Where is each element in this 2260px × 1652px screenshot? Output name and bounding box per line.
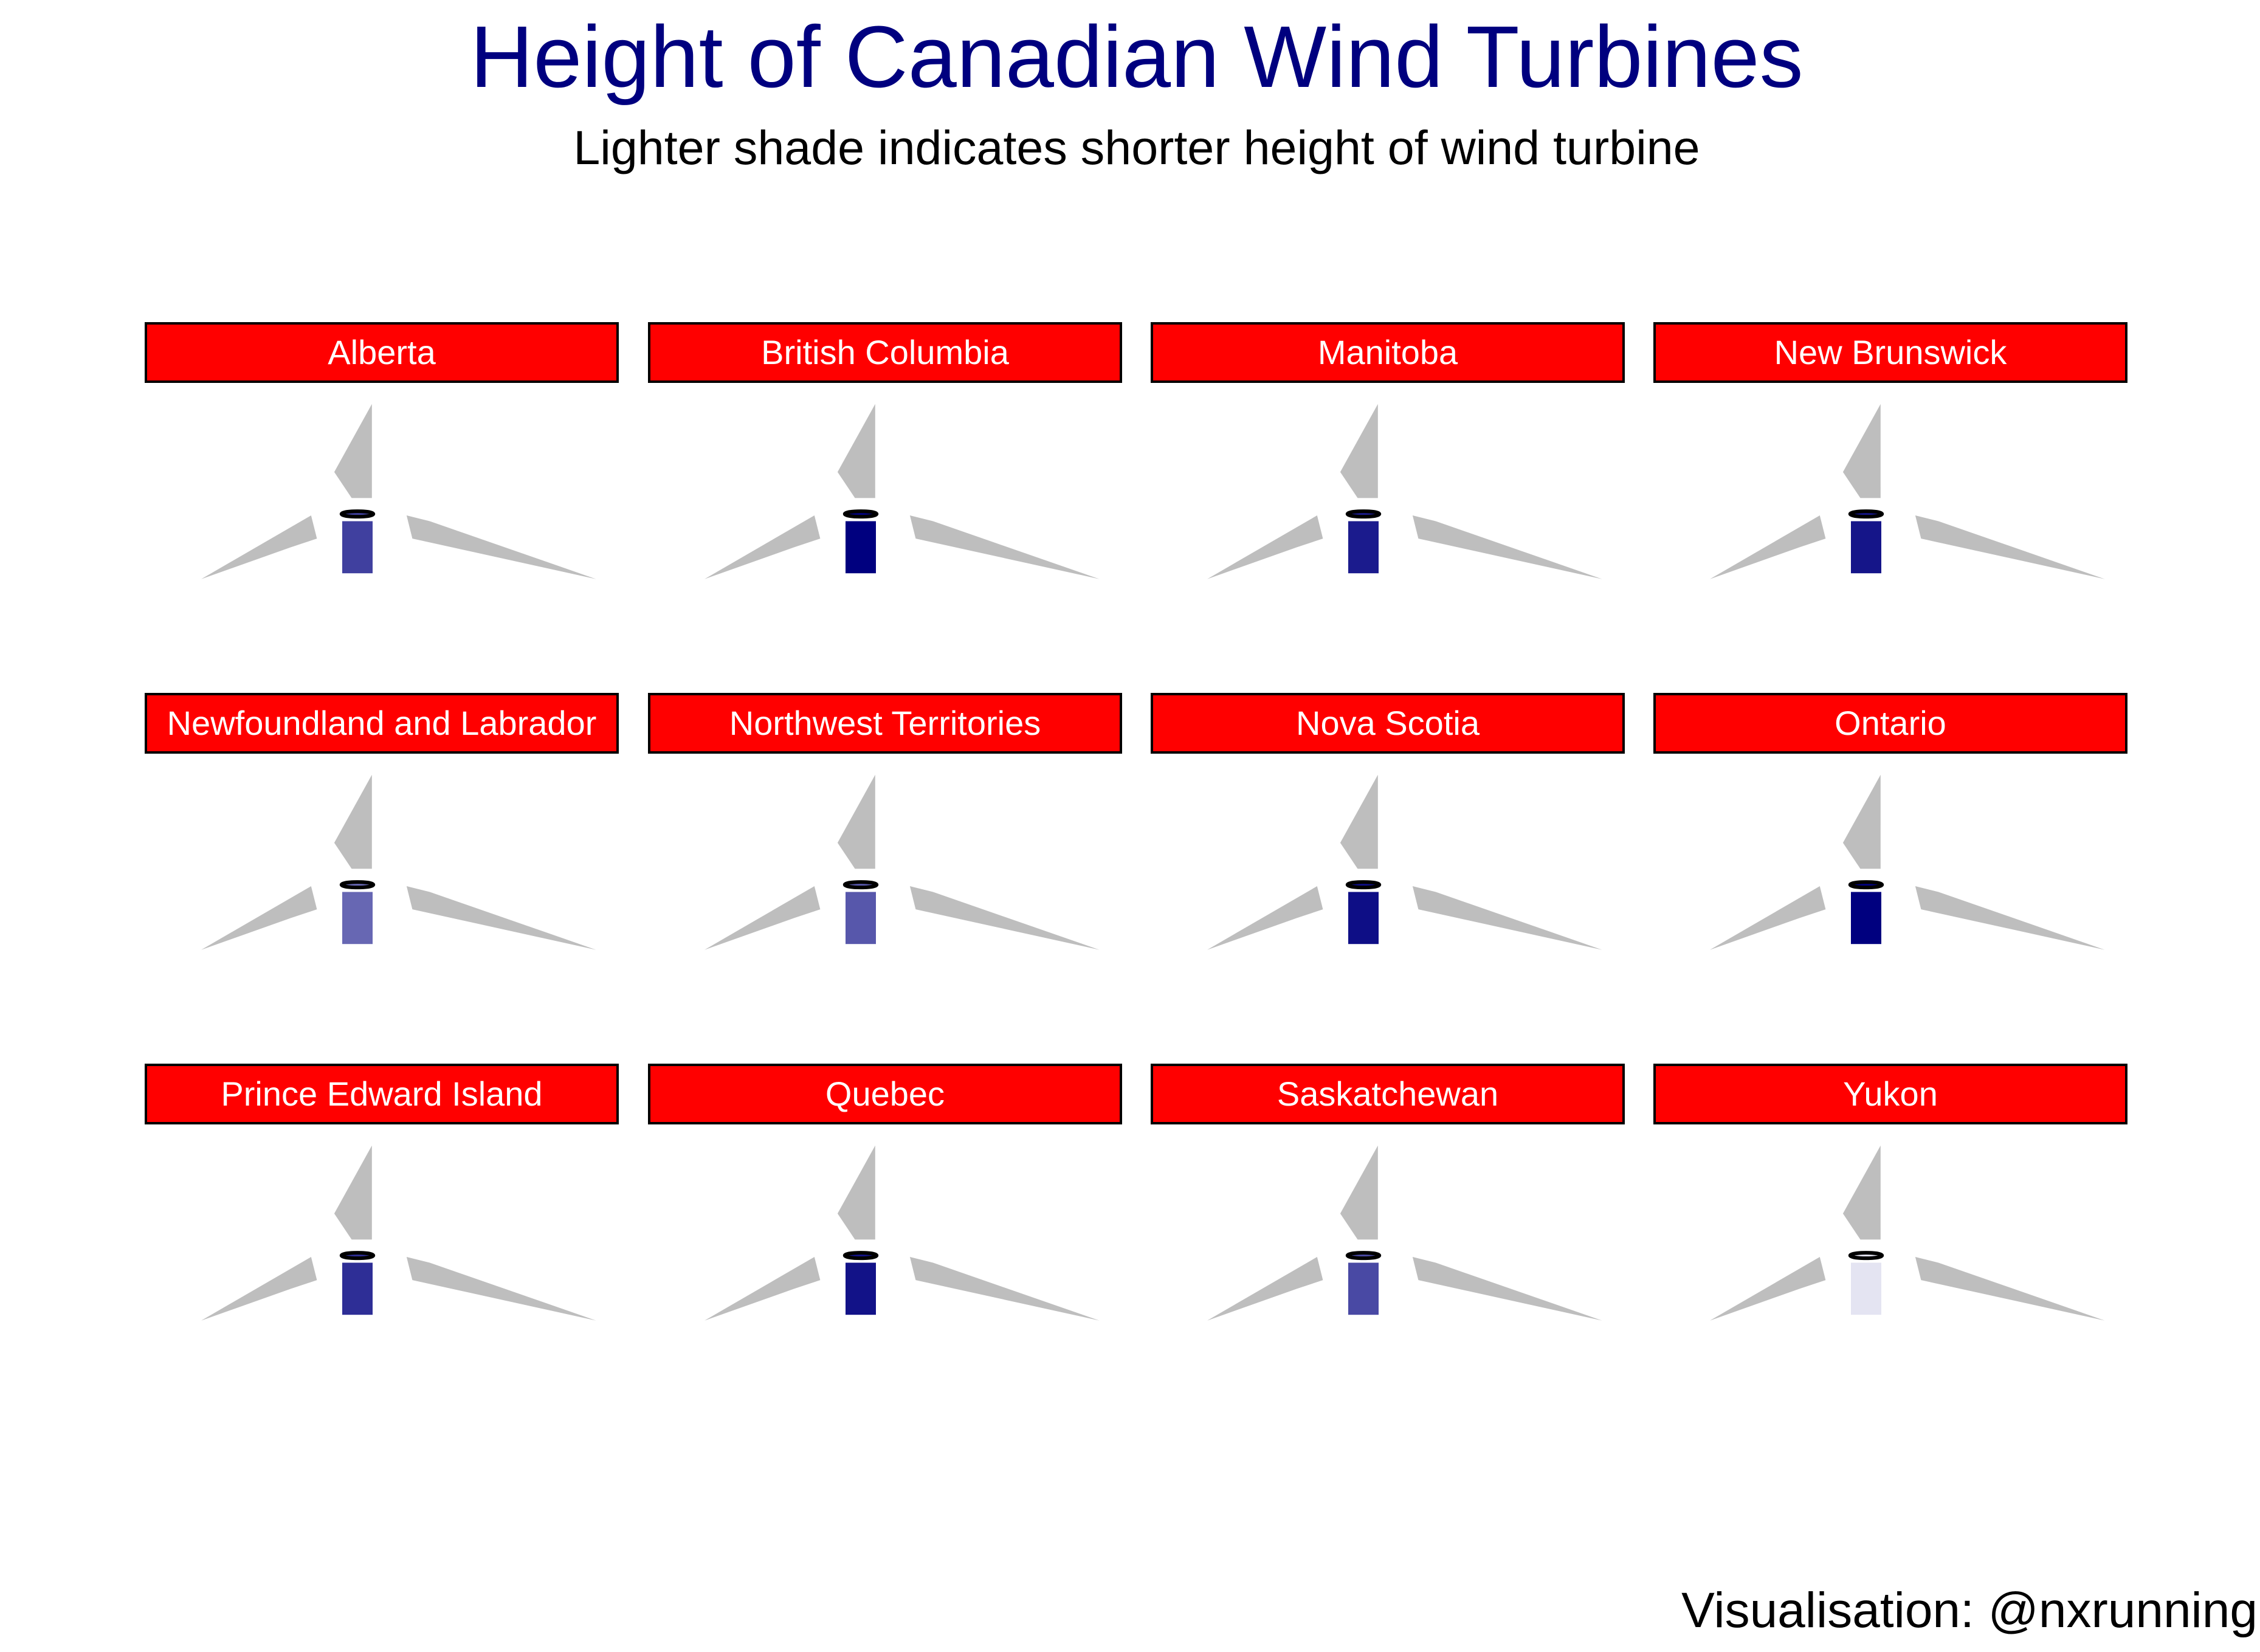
- blade-right: [1915, 1257, 2105, 1321]
- blade-right: [1412, 1257, 1602, 1321]
- blade-right: [909, 1257, 1100, 1321]
- turbine-hub: [1848, 880, 1884, 890]
- chart-subtitle: Lighter shade indicates shorter height o…: [573, 120, 1700, 174]
- chart-caption: Visualisation: @nxrunning: [1681, 1583, 2258, 1638]
- blade-right: [1915, 515, 2105, 579]
- facet-strip: British Columbia: [648, 322, 1122, 383]
- wind-turbine: [201, 1145, 596, 1321]
- blade-left: [1207, 1257, 1323, 1321]
- wind-turbine: [1710, 1145, 2105, 1321]
- turbine-hub: [339, 509, 376, 519]
- blade-top: [837, 774, 875, 869]
- turbine-tower: [846, 892, 876, 945]
- chart-title: Height of Canadian Wind Turbines: [470, 8, 1804, 106]
- facet-strip: Ontario: [1653, 693, 2127, 754]
- blade-right: [406, 515, 596, 579]
- blade-right: [1412, 515, 1602, 579]
- blade-right: [909, 515, 1100, 579]
- blade-left: [201, 1257, 317, 1321]
- turbine-hub: [842, 880, 879, 890]
- blade-right: [1915, 886, 2105, 950]
- wind-turbine: [705, 404, 1100, 579]
- turbine-hub: [1848, 509, 1884, 519]
- facet-strip: Manitoba: [1151, 322, 1625, 383]
- wind-turbine: [1207, 404, 1602, 579]
- blade-left: [705, 1257, 821, 1321]
- facet-strip: Newfoundland and Labrador: [145, 693, 619, 754]
- blade-left: [1710, 1257, 1826, 1321]
- facet-strip: Prince Edward Island: [145, 1064, 619, 1124]
- wind-turbine: [1207, 774, 1602, 950]
- blade-left: [1207, 886, 1323, 950]
- facet-strip: Quebec: [648, 1064, 1122, 1124]
- turbine-tower: [342, 892, 373, 945]
- blade-top: [1340, 1145, 1378, 1240]
- blade-top: [837, 1145, 875, 1240]
- blade-top: [1340, 404, 1378, 498]
- blade-left: [1207, 515, 1323, 579]
- turbine-tower: [1851, 1262, 1881, 1315]
- turbine-tower: [1348, 521, 1379, 574]
- facet-strip: New Brunswick: [1653, 322, 2127, 383]
- blade-right: [406, 1257, 596, 1321]
- wind-turbine: [705, 774, 1100, 950]
- blade-top: [334, 1145, 372, 1240]
- facet-strip: Northwest Territories: [648, 693, 1122, 754]
- turbine-hub: [1848, 1251, 1884, 1261]
- blade-top: [1340, 774, 1378, 869]
- wind-turbine: [1710, 774, 2105, 950]
- blade-left: [705, 515, 821, 579]
- turbine-hub: [339, 1251, 376, 1261]
- blade-top: [1842, 404, 1881, 498]
- turbine-tower: [1348, 892, 1379, 945]
- turbine-tower: [846, 521, 876, 574]
- wind-turbine: [201, 404, 596, 579]
- facet-strip: Saskatchewan: [1151, 1064, 1625, 1124]
- turbine-tower: [342, 1262, 373, 1315]
- turbine-tower: [1851, 892, 1881, 945]
- blade-top: [334, 404, 372, 498]
- turbine-tower: [846, 1262, 876, 1315]
- blade-top: [1842, 774, 1881, 869]
- blade-left: [705, 886, 821, 950]
- turbine-tower: [342, 521, 373, 574]
- blade-top: [334, 774, 372, 869]
- turbine-hub: [1345, 880, 1382, 890]
- blade-top: [1842, 1145, 1881, 1240]
- blade-left: [1710, 515, 1826, 579]
- blade-left: [201, 886, 317, 950]
- turbine-hub: [1345, 1251, 1382, 1261]
- blade-right: [1412, 886, 1602, 950]
- blade-right: [909, 886, 1100, 950]
- wind-turbine: [201, 774, 596, 950]
- wind-turbine: [1207, 1145, 1602, 1321]
- wind-turbine: [1710, 404, 2105, 579]
- turbine-hub: [842, 509, 879, 519]
- turbine-hub: [339, 880, 376, 890]
- wind-turbine: [705, 1145, 1100, 1321]
- facet-strip: Alberta: [145, 322, 619, 383]
- blade-top: [837, 404, 875, 498]
- blade-left: [201, 515, 317, 579]
- facet-strip: Nova Scotia: [1151, 693, 1625, 754]
- blade-left: [1710, 886, 1826, 950]
- turbine-tower: [1851, 521, 1881, 574]
- facet-strip: Yukon: [1653, 1064, 2127, 1124]
- turbine-tower: [1348, 1262, 1379, 1315]
- turbine-hub: [1345, 509, 1382, 519]
- blade-right: [406, 886, 596, 950]
- turbine-hub: [842, 1251, 879, 1261]
